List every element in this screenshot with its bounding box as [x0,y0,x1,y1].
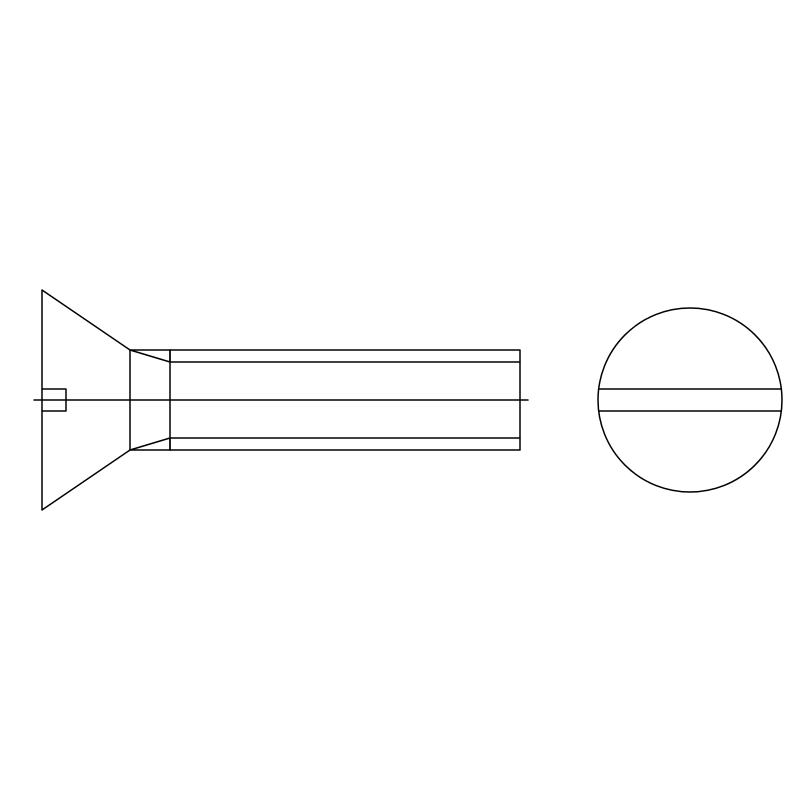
screw-side-view [34,290,528,510]
screw-technical-drawing [0,0,800,800]
head-circle [598,308,782,492]
chamfer-diag-top [130,350,170,362]
screw-end-view [598,308,782,492]
chamfer-diag-bottom [130,438,170,450]
